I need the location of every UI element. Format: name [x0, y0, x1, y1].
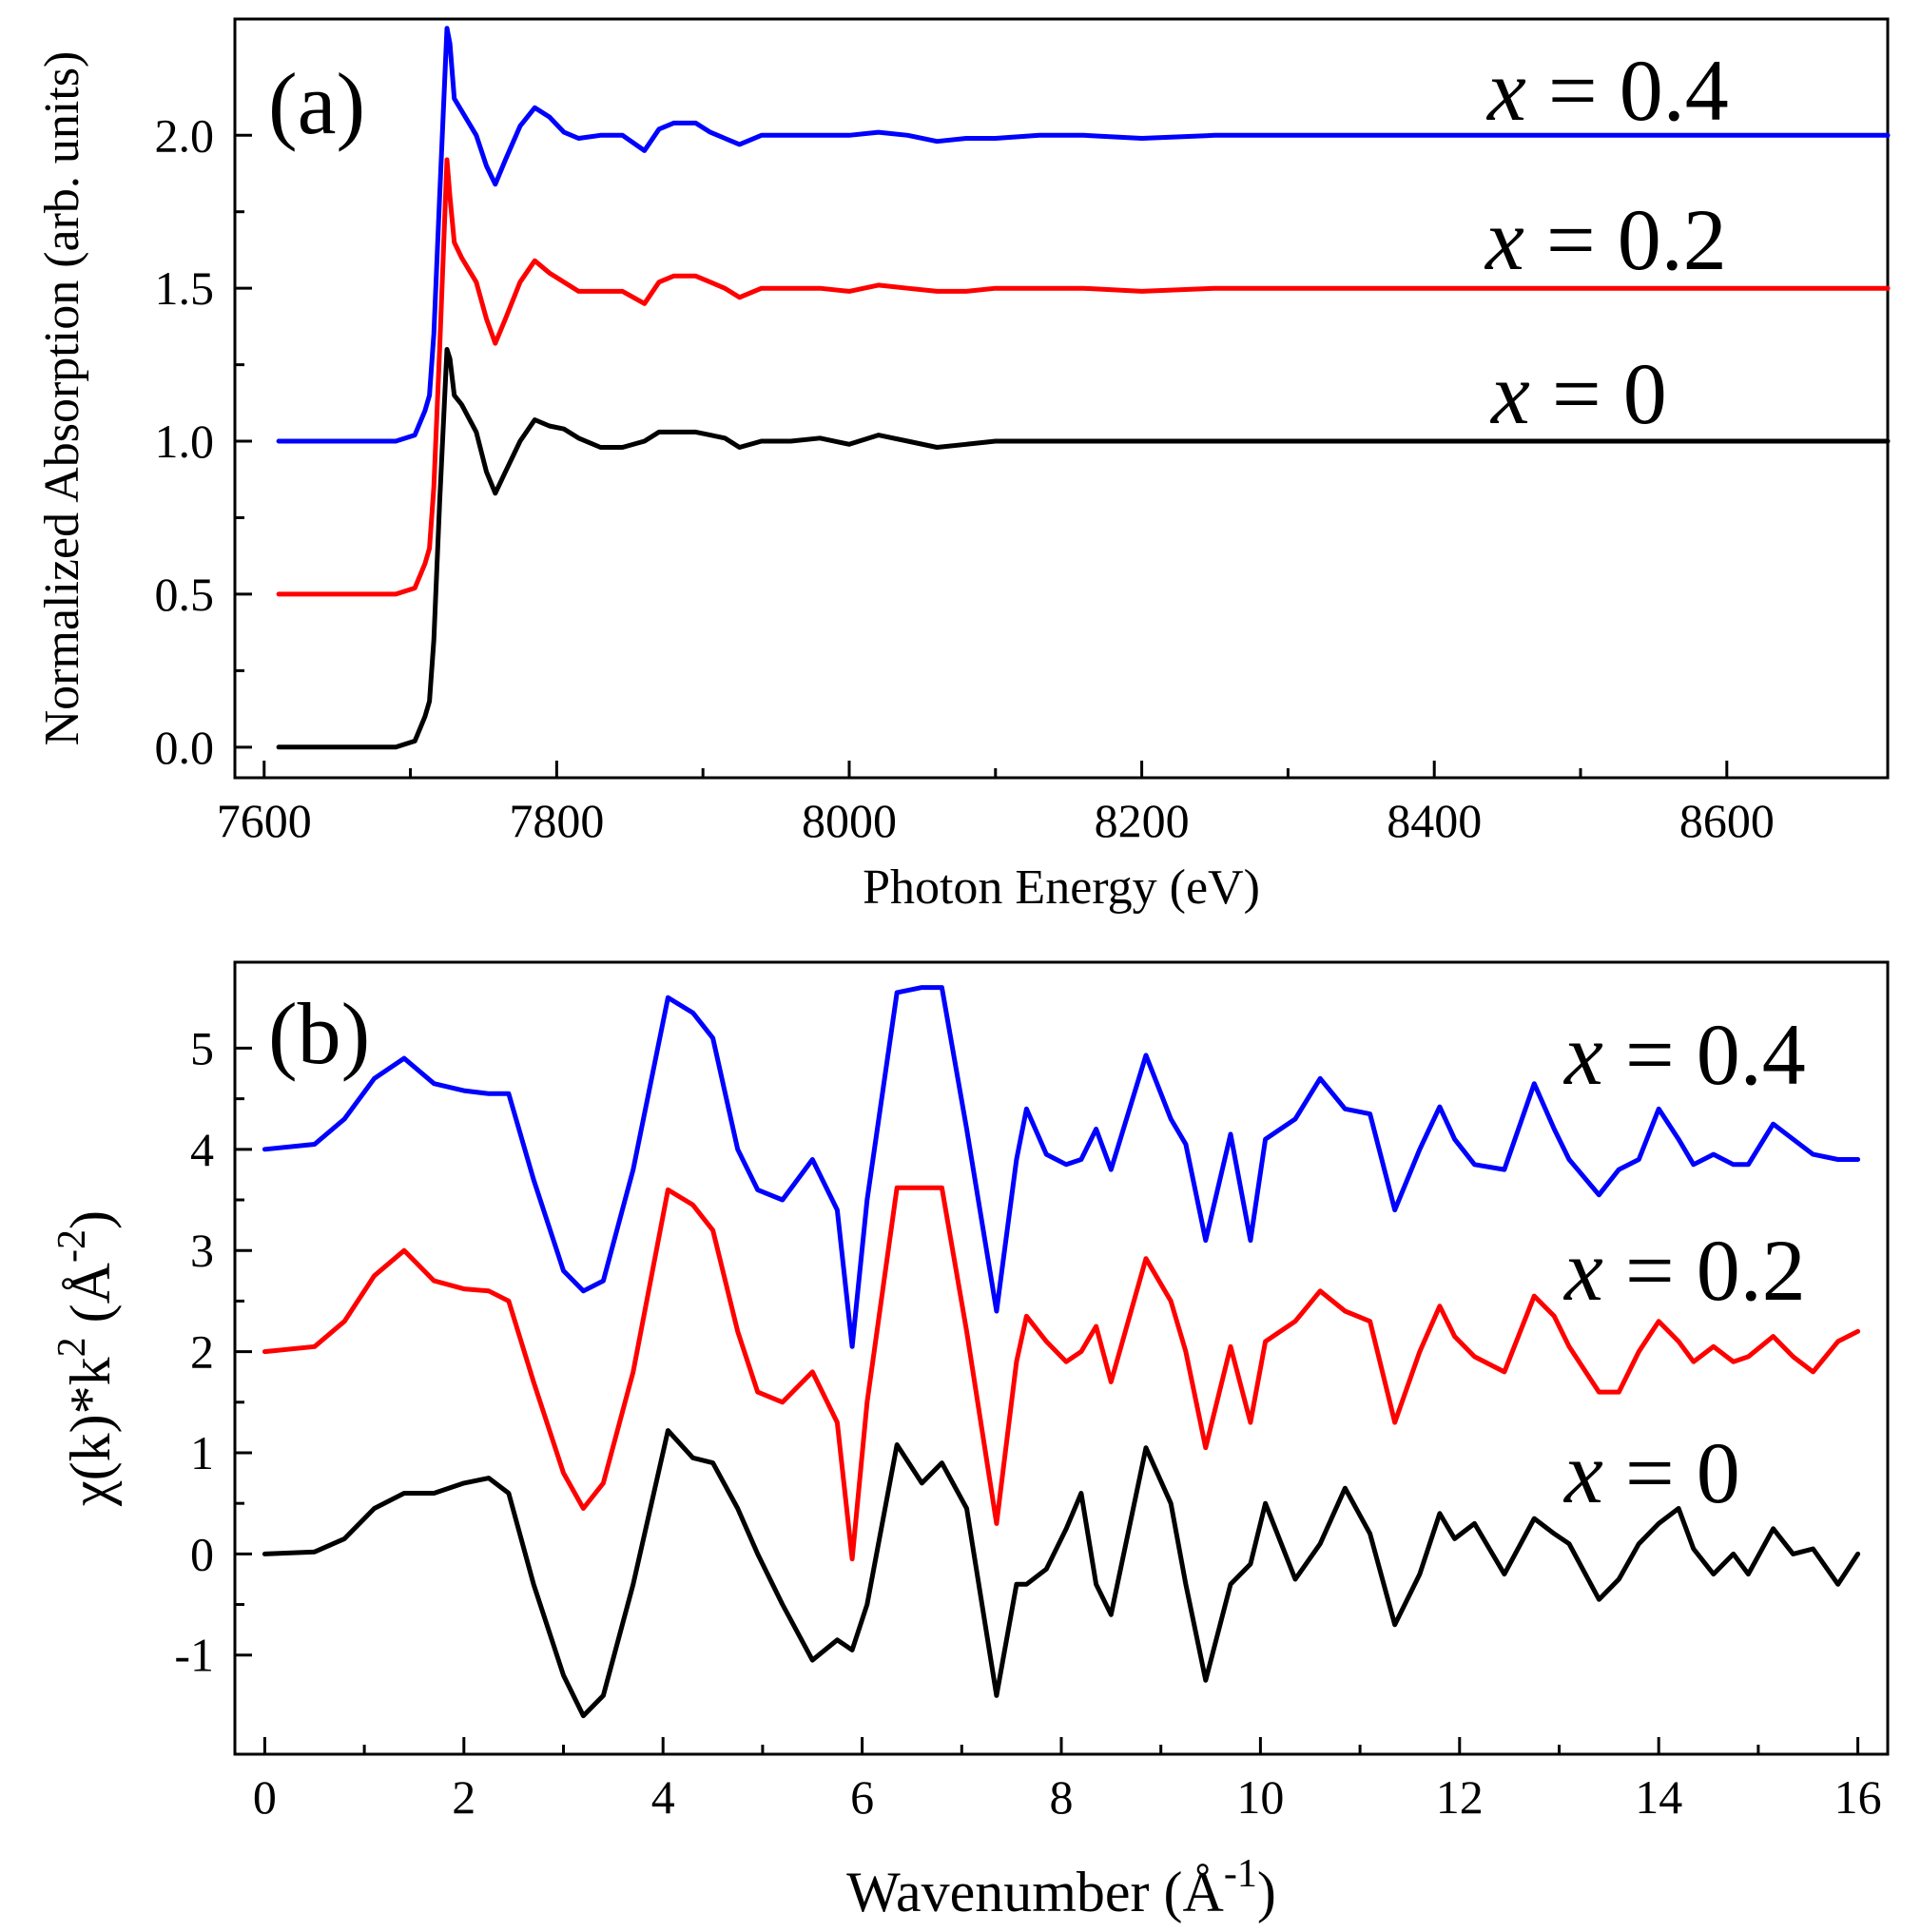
x-tick-label: 12	[1436, 1770, 1484, 1824]
x-axis-title: Wavenumber (Å-1)	[846, 1852, 1276, 1923]
series-label-var: x	[1562, 1006, 1603, 1103]
series-line-x-0-4	[262, 985, 1861, 1349]
x-tick-label: 7800	[509, 794, 604, 847]
x-tick-label: 8	[1050, 1770, 1074, 1824]
x-axis-title-main: Wavenumber (Å	[846, 1861, 1224, 1923]
series-label-var: x	[1489, 345, 1530, 442]
series-line-x-0	[276, 347, 1891, 750]
y-axis-title-main: χ(k)*k	[59, 1357, 122, 1507]
y-tick-label: 1	[190, 1426, 214, 1479]
panel-a: 7600 7800 8000 8200 8400 8600 0.0 0.5 1.0 1.5 2.0 P…	[35, 17, 1891, 915]
y-tick-label: 0.0	[155, 721, 215, 774]
series-line-x-0-2	[262, 1185, 1861, 1562]
x-tick-label: 10	[1236, 1770, 1284, 1824]
series-label-var: x	[1484, 191, 1524, 288]
y-axis-title-end: )	[59, 1210, 122, 1229]
series-label-var: x	[1562, 1424, 1603, 1521]
series-label-var: x	[1485, 42, 1526, 139]
series-label: x = 0.4	[1485, 42, 1729, 139]
x-tick-label: 16	[1834, 1770, 1882, 1824]
x-tick-label: 6	[850, 1770, 874, 1824]
y-axis-title: χ(k)*k2 (Å-2)	[50, 1210, 122, 1507]
series-line-x-0	[262, 1428, 1861, 1719]
series-label-var: x	[1562, 1222, 1603, 1319]
series-label: x = 0.2	[1562, 1222, 1806, 1319]
panel-label: (b)	[268, 985, 370, 1082]
y-tick-label: 5	[190, 1021, 214, 1074]
x-tick-label: 0	[253, 1770, 277, 1824]
x-axis-title-end: )	[1257, 1861, 1276, 1923]
series-label-eq: = 0.4	[1603, 1006, 1806, 1103]
y-tick-label: 4	[190, 1123, 214, 1176]
series-label-eq: = 0.4	[1526, 42, 1729, 139]
y-tick-label: 3	[190, 1224, 214, 1277]
series-line-x-0-2	[276, 157, 1891, 597]
panel-label: (a)	[268, 55, 365, 152]
x-tick-label: 8600	[1679, 794, 1775, 847]
y-tick-label: 0.5	[155, 568, 215, 621]
y-axis-title-mid: (Å	[59, 1263, 122, 1337]
y-tick-label: 1.5	[155, 261, 215, 315]
y-tick-label: -1	[174, 1629, 214, 1682]
series-label-eq: = 0.2	[1603, 1222, 1806, 1319]
y-tick-label: 1.0	[155, 415, 215, 468]
x-axis-title-sup: -1	[1224, 1852, 1257, 1896]
series-label: x = 0.4	[1562, 1006, 1806, 1103]
plot-frame	[233, 17, 1890, 780]
y-tick-label: 2.0	[155, 108, 215, 162]
x-tick-label: 14	[1635, 1770, 1682, 1824]
series-label: x = 0	[1489, 345, 1667, 442]
y-axis-title: Normalized Absorption (arb. units)	[35, 51, 89, 746]
x-tick-label: 8000	[802, 794, 897, 847]
y-tick-label: 2	[190, 1325, 214, 1379]
x-axis-title: Photon Energy (eV)	[863, 860, 1260, 915]
series-label-eq: = 0	[1530, 345, 1667, 442]
y-tick-label: 0	[190, 1527, 214, 1580]
series-line-x-0-4	[276, 26, 1891, 444]
x-tick-label: 7600	[217, 794, 312, 847]
series-label: x = 0.2	[1484, 191, 1727, 288]
x-tick-label: 8400	[1387, 794, 1482, 847]
y-axis-title-sup: -2	[50, 1229, 94, 1263]
series-label: x = 0	[1562, 1424, 1740, 1521]
x-tick-label: 2	[452, 1770, 475, 1824]
y-axis-title-sup: 2	[50, 1337, 94, 1357]
series-label-eq: = 0.2	[1524, 191, 1727, 288]
series-label-eq: = 0	[1603, 1424, 1740, 1521]
x-tick-label: 8200	[1095, 794, 1190, 847]
x-tick-label: 4	[651, 1770, 675, 1824]
